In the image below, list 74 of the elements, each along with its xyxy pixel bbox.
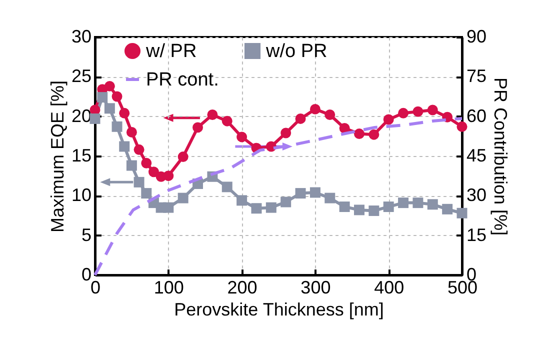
point — [119, 108, 130, 118]
y2-tick-label: 45 — [466, 146, 487, 166]
x-tick-label: 300 — [300, 278, 331, 298]
point — [354, 128, 364, 140]
point — [310, 187, 320, 198]
point — [178, 192, 188, 204]
point — [207, 110, 218, 120]
point — [295, 113, 306, 124]
point — [163, 202, 174, 213]
x-axis-title: Perovskite Thickness [nm] — [174, 300, 384, 320]
point — [398, 108, 409, 118]
legend-label: w/o PR — [265, 40, 328, 62]
y-tick-label: 25 — [71, 66, 92, 86]
point — [126, 160, 137, 171]
point — [148, 166, 159, 178]
y2-tick-label: 15 — [466, 224, 487, 245]
y-tick-label: 15 — [71, 146, 92, 166]
point — [104, 103, 115, 114]
x-tick-label: 100 — [154, 278, 184, 298]
point — [222, 116, 232, 126]
point — [141, 188, 152, 199]
y2-tick-label: 30 — [466, 185, 487, 206]
point — [134, 176, 144, 188]
point — [280, 128, 292, 138]
point — [134, 144, 144, 155]
point — [141, 158, 152, 168]
legend-label: w/ PR — [145, 40, 197, 62]
x-tick-label: 400 — [374, 278, 404, 298]
y-axis-title: Maximum EQE [%] — [47, 80, 68, 233]
y-tick-label: 20 — [71, 106, 92, 126]
point — [383, 202, 394, 212]
point — [295, 188, 306, 199]
point — [266, 202, 276, 213]
y-tick-label: 30 — [71, 26, 92, 46]
point — [398, 198, 409, 208]
point — [178, 152, 188, 162]
point — [236, 195, 248, 206]
point — [368, 129, 380, 140]
point — [339, 123, 350, 134]
point — [104, 80, 115, 92]
point — [119, 141, 130, 152]
point — [456, 121, 468, 132]
point — [126, 126, 137, 138]
x-tick-label: 200 — [227, 278, 258, 298]
y2-tick-label: 75 — [466, 66, 487, 86]
point — [456, 208, 468, 218]
point — [412, 198, 424, 208]
point — [310, 104, 320, 114]
point — [324, 110, 336, 120]
point — [192, 122, 204, 133]
point — [383, 114, 394, 125]
y-tick-label: 5 — [81, 224, 92, 245]
point — [368, 205, 380, 216]
point — [324, 192, 336, 204]
point — [427, 199, 438, 210]
point — [97, 92, 108, 103]
y-tick-label: 10 — [71, 185, 92, 206]
point — [163, 170, 174, 182]
point — [442, 204, 453, 214]
point — [339, 202, 350, 212]
point — [251, 203, 262, 214]
y-tick-label: 0 — [81, 264, 92, 284]
point — [222, 182, 232, 192]
point — [112, 91, 122, 102]
point — [354, 204, 364, 216]
point — [112, 121, 122, 132]
y2-tick-label: 90 — [466, 26, 487, 46]
point — [427, 104, 438, 116]
legend-label: PR cont. — [146, 70, 219, 90]
y2-axis-title: PR Contribution [%] — [490, 77, 511, 236]
y2-tick-label: 60 — [466, 106, 487, 126]
point — [280, 196, 292, 208]
point — [412, 106, 424, 117]
point — [236, 132, 248, 142]
